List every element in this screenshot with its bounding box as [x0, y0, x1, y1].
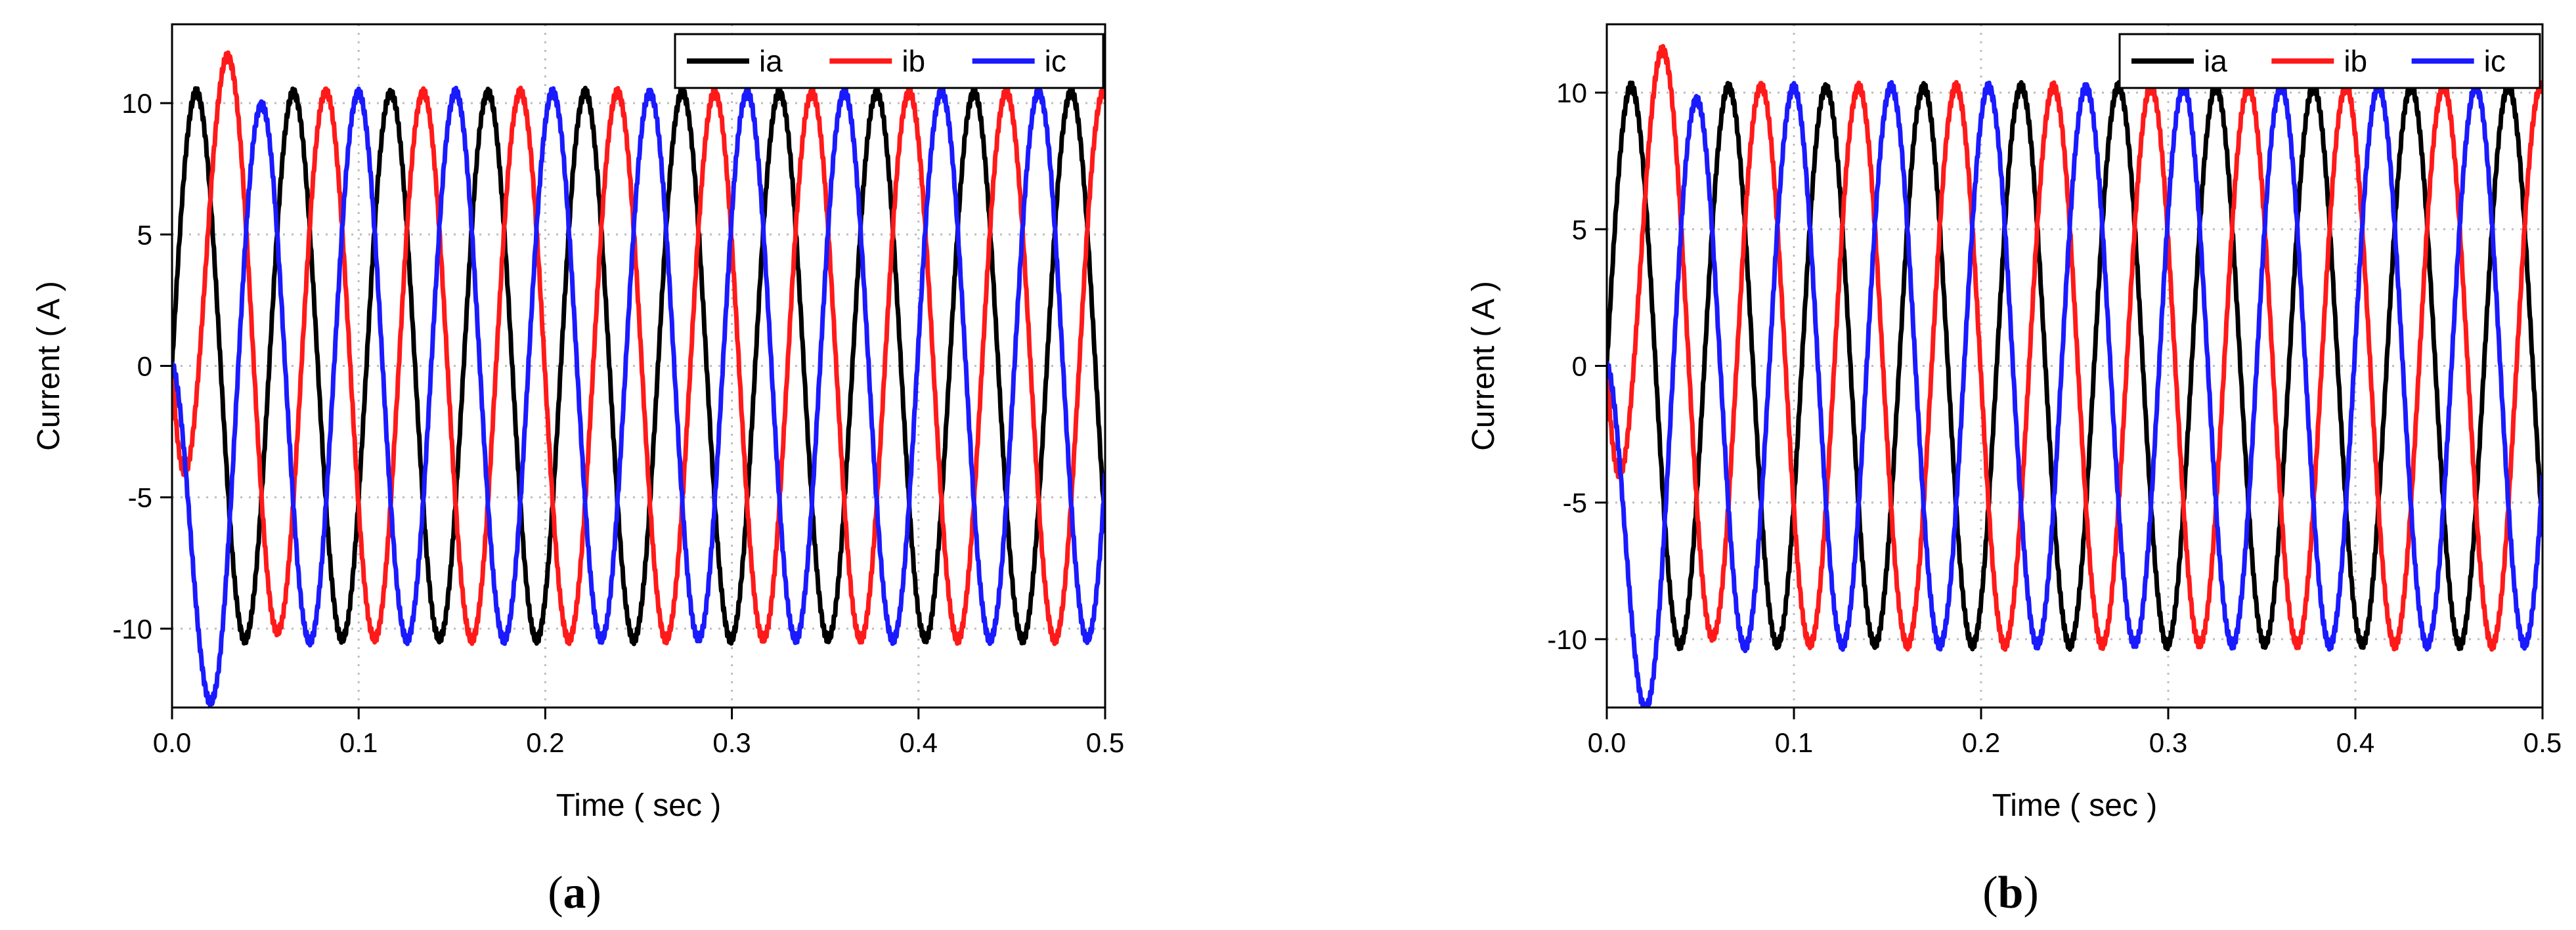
caption-b-open: ( — [1982, 868, 1997, 918]
y-tick-label: 5 — [137, 219, 152, 250]
series-line-ib — [172, 50, 1105, 646]
tick-labels: 0.0 0.1 0.2 0.3 0.4 0.5 -10 -5 0 5 10 — [112, 88, 1124, 758]
x-tick-label: 0.0 — [153, 727, 191, 758]
x-tick-label: 0.3 — [712, 727, 751, 758]
series-line-ia — [172, 85, 1105, 646]
x-tick-label: 0.2 — [526, 727, 564, 758]
series-line-ib — [1607, 44, 2543, 652]
y-axis-label: Current ( A ) — [1466, 281, 1501, 451]
x-tick-label: 0.3 — [2149, 727, 2187, 758]
x-tick-label: 0.5 — [1086, 727, 1124, 758]
chart-panel-b: 0.0 0.1 0.2 0.3 0.4 0.5 -10 -5 0 5 10 Time ( sec ) C… — [1466, 23, 2562, 823]
y-tick-label: -5 — [128, 482, 152, 513]
caption-a-close: ) — [586, 868, 601, 918]
x-tick-label: 0.5 — [2523, 727, 2562, 758]
caption-b: (b) — [1982, 868, 2039, 918]
x-tick-label: 0.0 — [1588, 727, 1626, 758]
legend-label-ib: ib — [2344, 44, 2367, 78]
y-tick-label: 0 — [1572, 351, 1587, 382]
x-tick-label: 0.1 — [339, 727, 378, 758]
legend-label-ia: ia — [2204, 44, 2227, 78]
x-tick-label: 0.1 — [1775, 727, 1813, 758]
y-axis-label: Current ( A ) — [32, 281, 66, 451]
legend-label-ia: ia — [759, 44, 783, 78]
series-group — [1607, 44, 2543, 708]
y-tick-label: 0 — [137, 351, 152, 382]
x-tick-label: 0.4 — [900, 727, 938, 758]
x-axis-label: Time ( sec ) — [556, 788, 722, 823]
legend-label-ic: ic — [2484, 44, 2506, 78]
y-tick-label: -5 — [1563, 488, 1587, 518]
tick-labels: 0.0 0.1 0.2 0.3 0.4 0.5 -10 -5 0 5 10 — [1547, 77, 2562, 758]
legend-label-ib: ib — [902, 44, 925, 78]
legend: ia ib ic — [2118, 33, 2541, 89]
y-tick-label: 10 — [121, 88, 152, 119]
x-tick-label: 0.2 — [1962, 727, 2000, 758]
y-tick-label: -10 — [1547, 624, 1587, 655]
series-line-ic — [172, 85, 1105, 708]
caption-a-open: ( — [548, 868, 563, 918]
caption-a-letter: a — [563, 868, 586, 918]
chart-panel-a: 0.0 0.1 0.2 0.3 0.4 0.5 -10 -5 0 5 10 Time ( sec ) C… — [32, 23, 1124, 823]
series-line-ia — [1607, 80, 2543, 652]
series-group — [172, 50, 1105, 708]
caption-b-close: ) — [2023, 868, 2038, 918]
y-tick-label: -10 — [112, 614, 152, 645]
legend: ia ib ic — [674, 33, 1104, 89]
caption-b-letter: b — [1998, 868, 2024, 918]
y-tick-label: 10 — [1556, 77, 1587, 108]
series-line-ic — [1607, 79, 2543, 708]
legend-label-ic: ic — [1045, 44, 1066, 78]
x-axis-label: Time ( sec ) — [1992, 788, 2158, 823]
x-tick-label: 0.4 — [2336, 727, 2374, 758]
caption-a: (a) — [548, 868, 601, 918]
y-tick-label: 5 — [1572, 214, 1587, 245]
